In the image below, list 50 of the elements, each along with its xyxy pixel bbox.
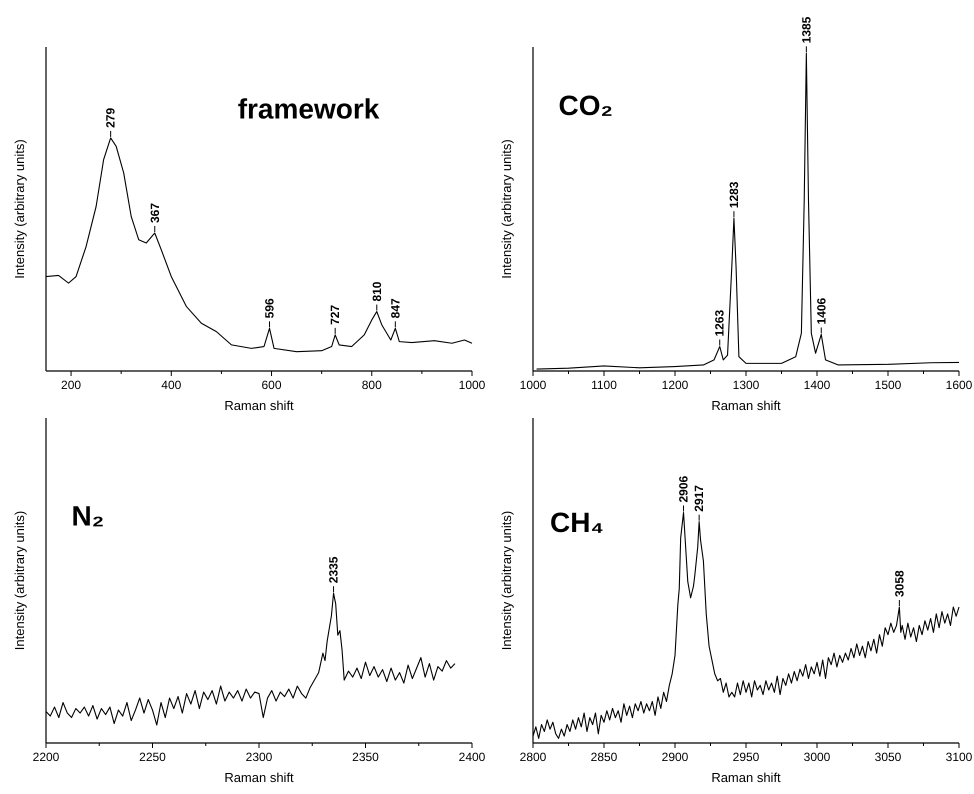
x-tick-label: 1400 <box>804 378 831 392</box>
x-tick-label: 2250 <box>139 750 166 764</box>
x-tick-label: 2850 <box>590 750 618 764</box>
x-tick-label: 2300 <box>246 750 273 764</box>
x-axis-title: Raman shift <box>711 398 782 413</box>
y-axis-title: Intensity (arbitrary units) <box>499 510 514 650</box>
x-tick-label: 3000 <box>804 750 831 764</box>
annotation: 2335 <box>326 556 341 584</box>
x-tick-label: 1500 <box>874 378 902 392</box>
x-tick-label: 3050 <box>874 750 902 764</box>
chart-title: CH₄ <box>550 506 604 538</box>
x-tick-label: 1100 <box>591 378 618 392</box>
annotation: 1263 <box>712 310 727 337</box>
x-tick-label: 2200 <box>32 750 60 764</box>
x-tick-label: 1300 <box>732 378 760 392</box>
x-tick-label: 400 <box>161 378 182 392</box>
x-tick-label: 2400 <box>458 750 486 764</box>
x-axis-title: Raman shift <box>224 770 294 785</box>
x-axis-title: Raman shift <box>224 398 294 413</box>
annotation: 596 <box>262 298 277 318</box>
x-tick-label: 200 <box>61 378 82 392</box>
x-tick-label: 800 <box>362 378 382 392</box>
annotation: 1406 <box>814 297 828 324</box>
x-tick-label: 1600 <box>946 378 973 392</box>
x-tick-label: 1000 <box>520 378 547 392</box>
y-axis-title: Intensity (arbitrary units) <box>12 139 27 279</box>
x-tick-label: 2800 <box>520 750 547 764</box>
x-tick-label: 2950 <box>732 750 760 764</box>
annotation: 279 <box>104 108 118 128</box>
x-tick-label: 600 <box>262 378 282 392</box>
x-tick-label: 1200 <box>662 378 689 392</box>
annotation: 2906 <box>676 475 691 503</box>
chart-title: N₂ <box>72 500 104 532</box>
annotation: 2917 <box>692 484 706 512</box>
x-axis-title: Raman shift <box>711 770 782 785</box>
x-tick-label: 2350 <box>352 750 380 764</box>
annotation: 3058 <box>892 570 906 598</box>
x-tick-label: 2900 <box>662 750 689 764</box>
annotation: 1385 <box>799 16 814 44</box>
annotation: 847 <box>388 298 402 318</box>
annotation: 810 <box>370 281 384 302</box>
y-axis-title: Intensity (arbitrary units) <box>12 510 27 650</box>
y-axis-title: Intensity (arbitrary units) <box>499 139 514 279</box>
annotation: 727 <box>328 304 342 325</box>
chart-title: framework <box>238 93 380 124</box>
x-tick-label: 1000 <box>458 378 486 392</box>
x-tick-label: 3100 <box>946 750 973 764</box>
annotation: 1283 <box>726 181 741 208</box>
text: CO₂ <box>558 90 614 122</box>
annotation: 367 <box>148 202 162 224</box>
